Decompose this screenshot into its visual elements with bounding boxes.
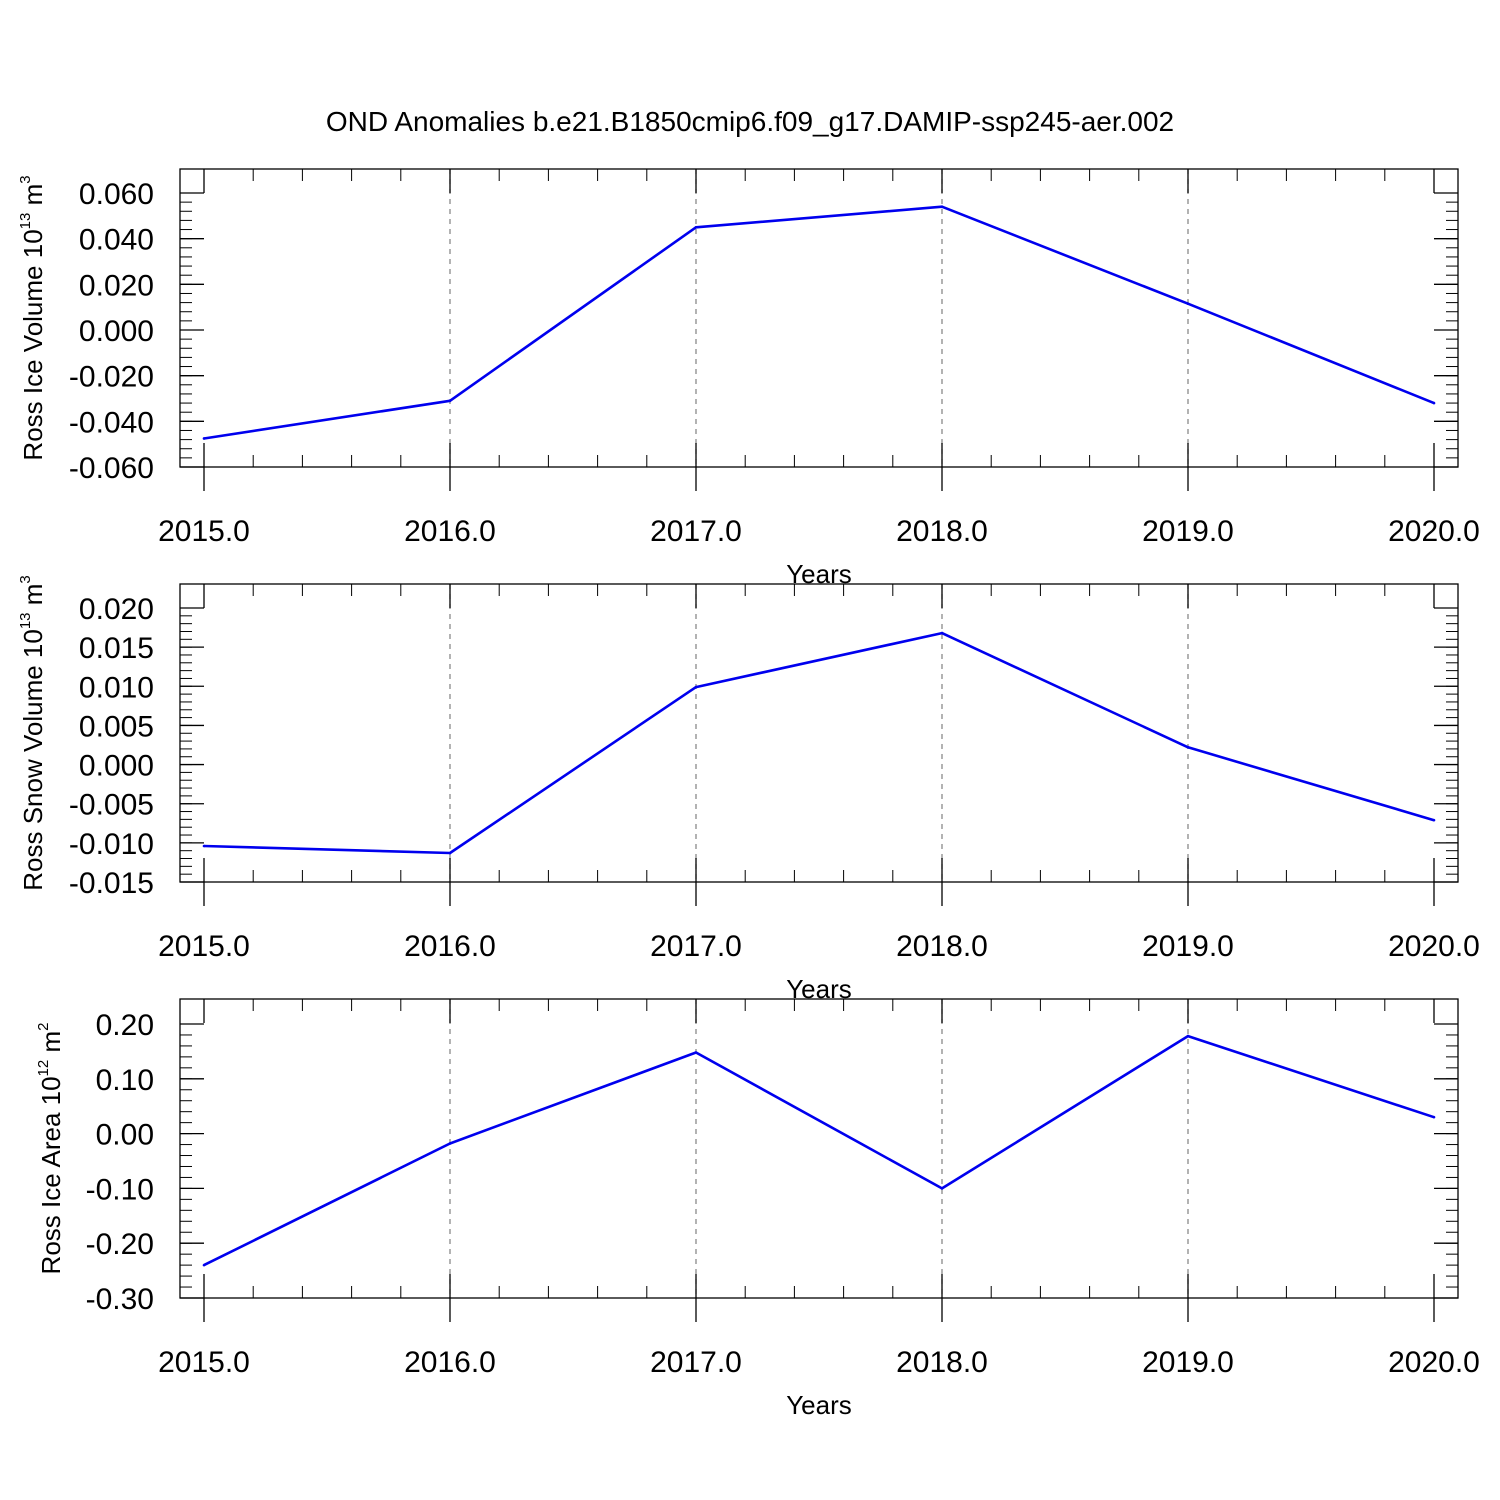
y-tick-label: 0.060 bbox=[79, 178, 154, 211]
data-point bbox=[202, 437, 206, 440]
data-point bbox=[940, 1187, 944, 1190]
y-tick-label: 0.020 bbox=[79, 593, 154, 626]
y-axis-label: Ross Ice Area 1012 m2 bbox=[35, 1023, 66, 1275]
data-point bbox=[694, 685, 698, 689]
y-tick-label: 0.020 bbox=[79, 269, 154, 302]
x-tick-label: 2015.0 bbox=[158, 515, 250, 548]
data-point bbox=[1186, 746, 1190, 749]
data-point bbox=[448, 399, 452, 403]
data-point bbox=[448, 851, 452, 855]
data-point bbox=[1432, 1115, 1436, 1119]
y-tick-label: 0.20 bbox=[96, 1009, 154, 1042]
y-axis-label: Ross Ice Volume 1013 m3 bbox=[17, 175, 48, 460]
data-point bbox=[1432, 401, 1436, 405]
y-axis-label-part: Ross Ice Area 10 bbox=[36, 1076, 66, 1274]
x-tick-label: 2017.0 bbox=[650, 930, 742, 963]
data-point bbox=[1186, 1034, 1190, 1038]
y-axis-label-superscript: 12 bbox=[35, 1060, 52, 1077]
x-tick-label: 2016.0 bbox=[404, 1346, 496, 1379]
y-tick-label: 0.010 bbox=[79, 671, 154, 704]
y-tick-label: -0.020 bbox=[69, 361, 154, 394]
y-tick-label: 0.000 bbox=[79, 750, 154, 783]
chart-title: OND Anomalies b.e21.B1850cmip6.f09_g17.D… bbox=[326, 106, 1174, 137]
data-point bbox=[1186, 302, 1190, 306]
y-tick-label: -0.20 bbox=[86, 1228, 154, 1261]
x-tick-label: 2015.0 bbox=[158, 930, 250, 963]
x-tick-label: 2018.0 bbox=[896, 930, 988, 963]
x-tick-label: 2017.0 bbox=[650, 515, 742, 548]
series-line bbox=[203, 1034, 1435, 1267]
y-tick-label: -0.040 bbox=[69, 406, 154, 439]
data-point bbox=[202, 844, 206, 848]
x-tick-label: 2016.0 bbox=[404, 515, 496, 548]
y-tick-label: -0.015 bbox=[69, 867, 154, 900]
x-tick-label: 2020.0 bbox=[1388, 1346, 1480, 1379]
x-tick-label: 2017.0 bbox=[650, 1346, 742, 1379]
plot-frame bbox=[179, 998, 1459, 1299]
x-tick-label: 2020.0 bbox=[1388, 515, 1480, 548]
x-axis-label: Years bbox=[786, 1390, 852, 1420]
data-point bbox=[448, 1142, 452, 1145]
y-axis-label-superscript: 13 bbox=[17, 213, 34, 230]
y-axis-label-superscript: 13 bbox=[17, 612, 34, 629]
y-axis-label-part: m bbox=[36, 1031, 66, 1060]
plot-frame bbox=[179, 168, 1459, 468]
y-axis-label-part: m bbox=[18, 184, 48, 213]
y-tick-label: 0.005 bbox=[79, 710, 154, 743]
y-axis-label-part: m bbox=[18, 584, 48, 613]
y-tick-label: -0.060 bbox=[69, 452, 154, 485]
x-tick-label: 2019.0 bbox=[1142, 515, 1234, 548]
y-axis-label-superscript: 2 bbox=[35, 1023, 52, 1031]
x-tick-label: 2020.0 bbox=[1388, 930, 1480, 963]
y-tick-label: -0.010 bbox=[69, 828, 154, 861]
data-point bbox=[202, 1263, 206, 1267]
plot-frame bbox=[179, 583, 1459, 883]
y-tick-label: 0.040 bbox=[79, 224, 154, 257]
y-axis-label: Ross Snow Volume 1013 m3 bbox=[17, 575, 48, 891]
series-line bbox=[203, 631, 1435, 855]
y-axis-label-part: Ross Ice Volume 10 bbox=[18, 229, 48, 460]
y-tick-label: 0.10 bbox=[96, 1064, 154, 1097]
data-point bbox=[940, 205, 944, 208]
x-tick-label: 2019.0 bbox=[1142, 1346, 1234, 1379]
x-tick-label: 2015.0 bbox=[158, 1346, 250, 1379]
y-tick-label: -0.10 bbox=[86, 1173, 154, 1206]
y-tick-label: -0.30 bbox=[86, 1283, 154, 1316]
y-tick-label: -0.005 bbox=[69, 789, 154, 822]
y-axis-label-part: Ross Snow Volume 10 bbox=[18, 629, 48, 891]
panel-1: 0.0600.0400.0200.000-0.020-0.040-0.06020… bbox=[17, 168, 1480, 589]
panel-2: 0.020 0.015 0.010 0.005 0.000 -0.005 -0.010 -0.… bbox=[17, 575, 1480, 1004]
y-tick-label: 0.00 bbox=[96, 1119, 154, 1152]
data-point bbox=[694, 1051, 698, 1054]
x-tick-label: 2018.0 bbox=[896, 1346, 988, 1379]
data-point bbox=[694, 225, 698, 229]
y-axis-label-superscript: 3 bbox=[17, 175, 34, 183]
series-line bbox=[203, 205, 1435, 440]
y-tick-label: 0.015 bbox=[79, 632, 154, 665]
y-axis-label-superscript: 3 bbox=[17, 575, 34, 583]
x-tick-label: 2019.0 bbox=[1142, 930, 1234, 963]
x-tick-label: 2016.0 bbox=[404, 930, 496, 963]
data-point bbox=[1432, 818, 1436, 822]
x-tick-label: 2018.0 bbox=[896, 515, 988, 548]
data-point bbox=[940, 631, 944, 635]
y-tick-label: 0.000 bbox=[79, 315, 154, 348]
